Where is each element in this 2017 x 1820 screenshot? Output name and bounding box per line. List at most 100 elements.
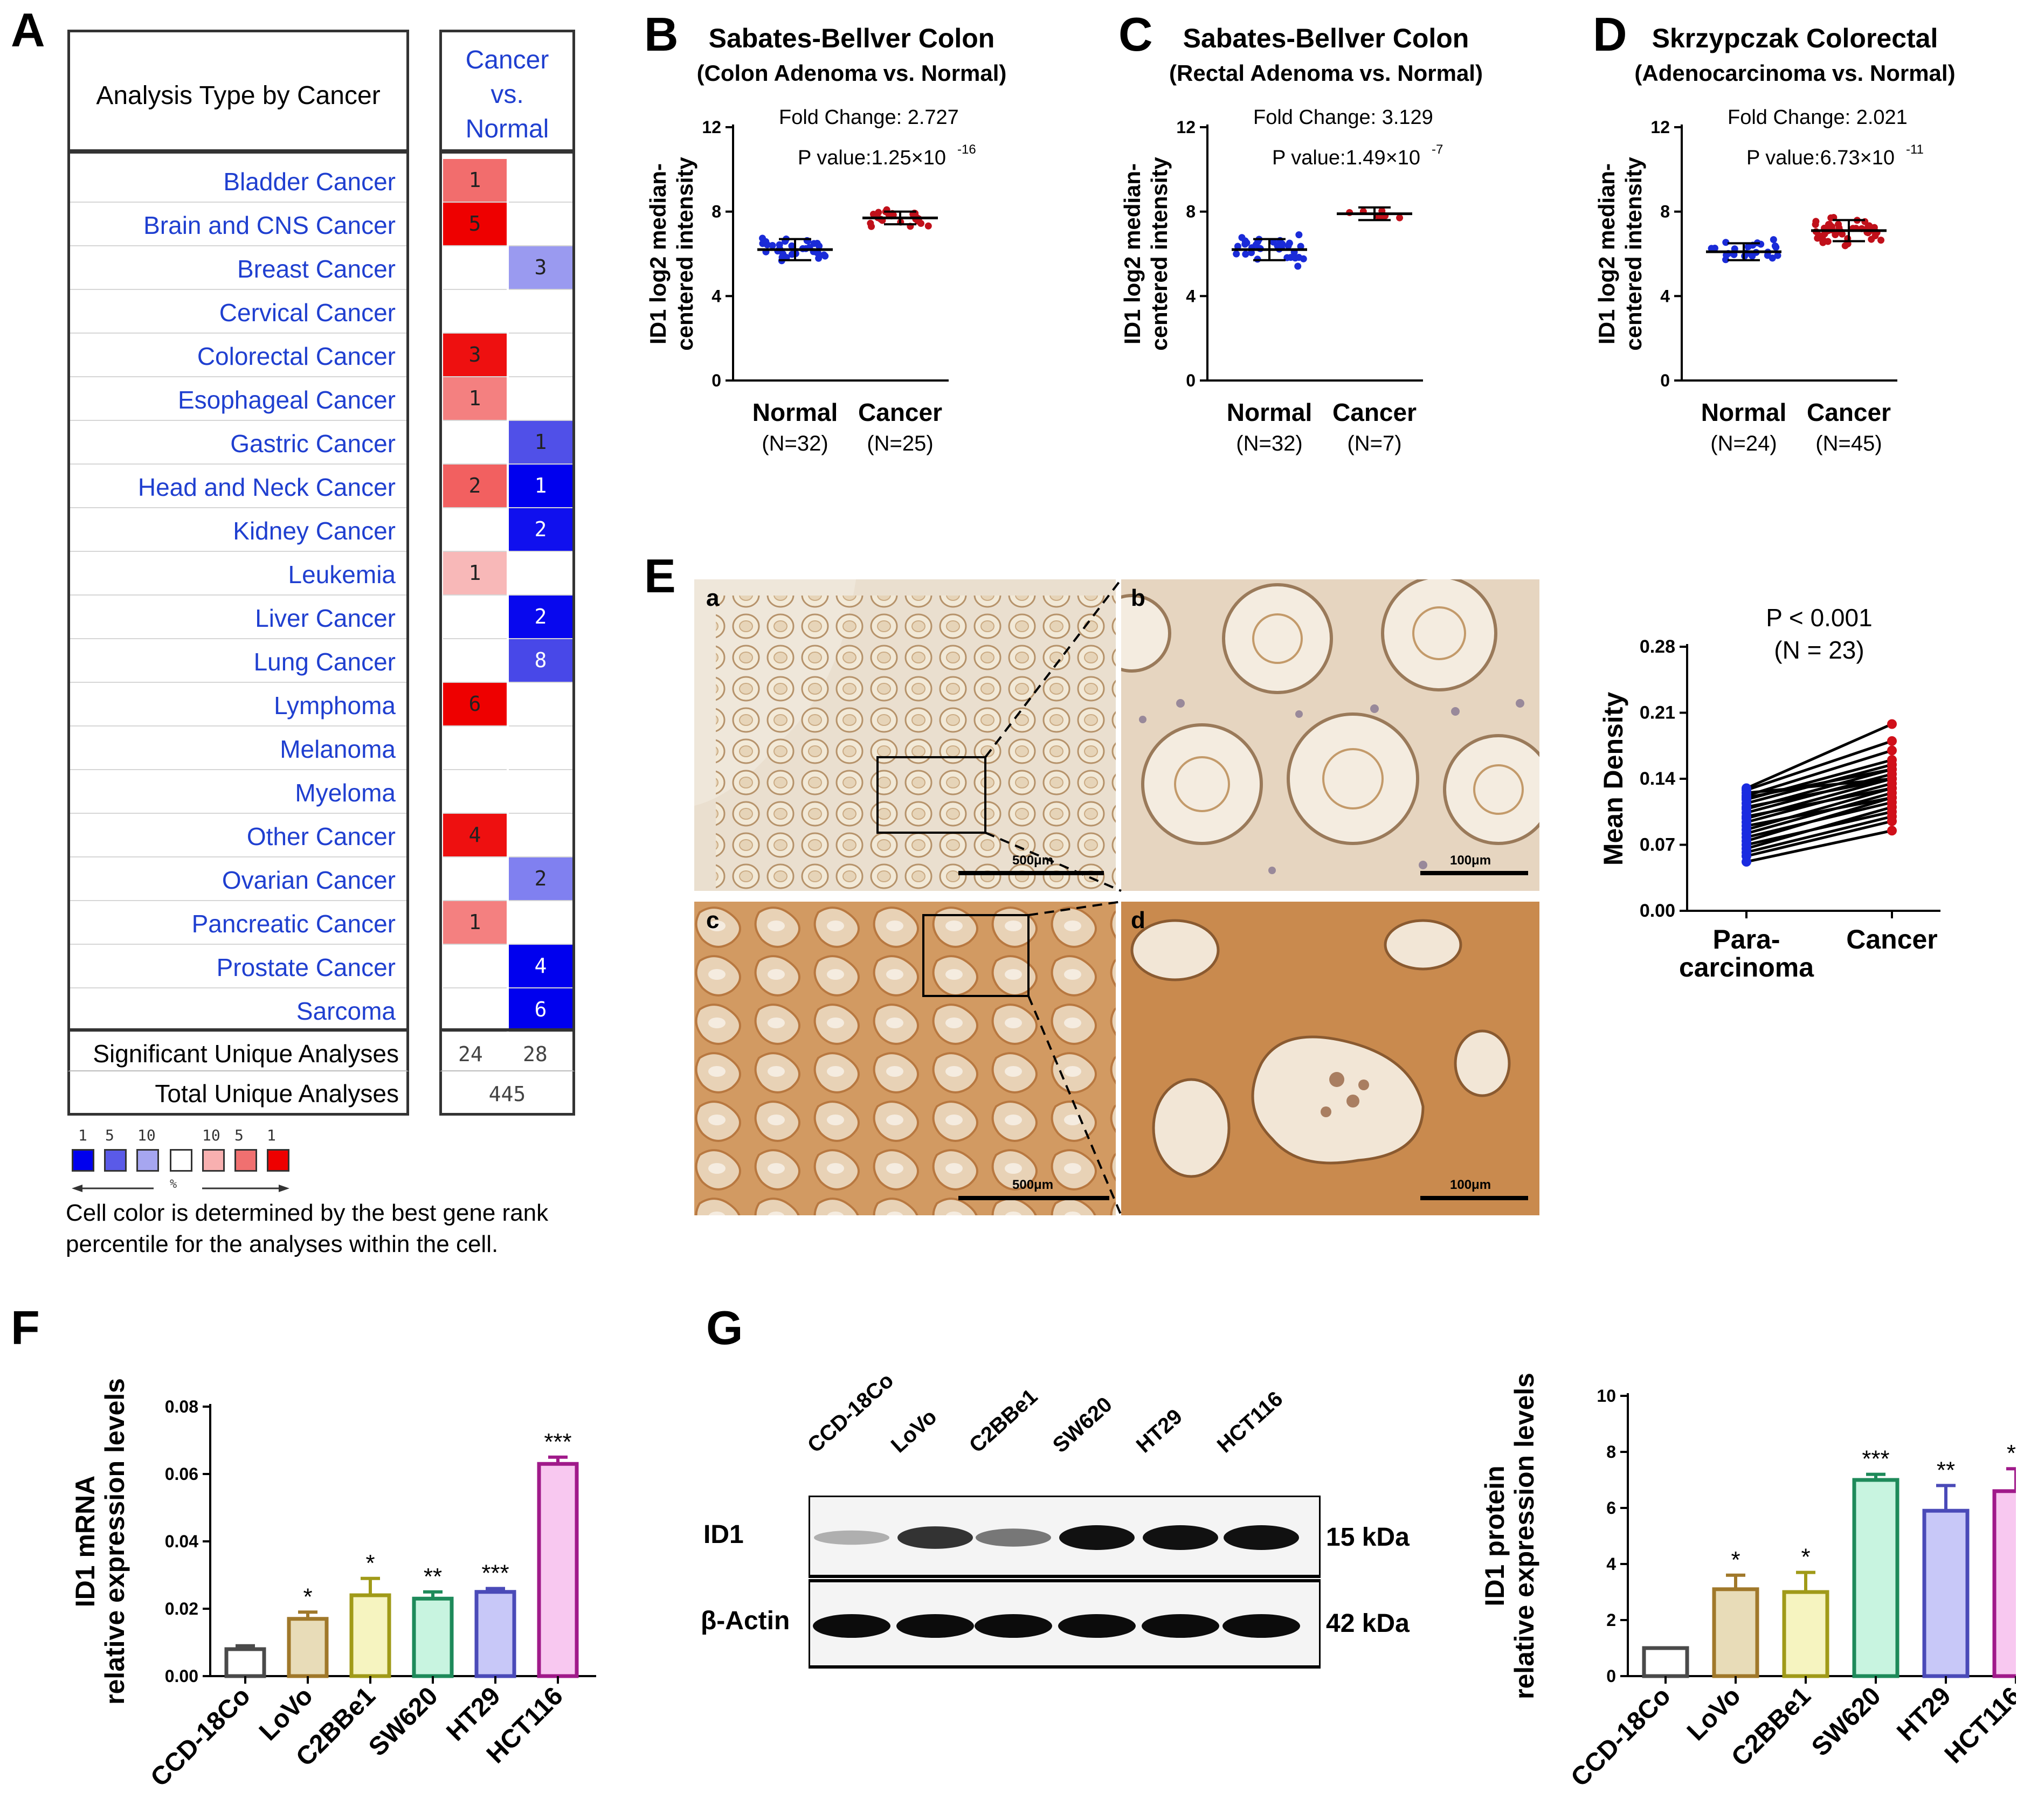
lane-label: CCD-18Co [803, 1368, 899, 1458]
bar [1922, 1508, 1970, 1678]
lane-label: HCT116 [1212, 1387, 1288, 1458]
data-point [1284, 242, 1292, 250]
y-tick-label: 0.21 [1640, 703, 1675, 723]
y-label-line1: ID1 log2 median- [1120, 163, 1145, 344]
cancer-row: Prostate Cancer [70, 945, 406, 988]
group-n: (N=32) [1236, 432, 1302, 455]
data-point [1295, 254, 1303, 261]
legend-swatch [267, 1149, 289, 1172]
cancer-row: Sarcoma [70, 988, 406, 1032]
y-tick-label: 8 [712, 202, 721, 222]
cancer-vs-normal-header: Cancer vs. Normal [439, 30, 575, 154]
y-tick-label: 10 [1597, 1386, 1616, 1406]
heatmap-cell-down [509, 290, 572, 334]
heatmap-cell-down [509, 770, 572, 814]
bar [1642, 1646, 1689, 1678]
significance-stars: *** [481, 1560, 509, 1587]
heatmap-cell-down: 1 [509, 465, 572, 508]
n-text: (N = 23) [1774, 636, 1864, 664]
tumor-tissue-pattern [694, 902, 1116, 1215]
x-label-para: Para- [1712, 924, 1780, 954]
cancer-name: Kidney Cancer [233, 517, 396, 545]
data-point [815, 254, 823, 262]
group-n: (N=7) [1347, 432, 1401, 455]
data-point [1722, 256, 1730, 264]
bar [1852, 1478, 1899, 1678]
heatmap-cell-up: 1 [443, 377, 507, 421]
data-point [769, 241, 776, 249]
lane-label: LoVo [886, 1404, 942, 1458]
data-point [1241, 240, 1249, 248]
pair-line [1746, 739, 1892, 792]
y-tick-label: 0.28 [1640, 636, 1675, 657]
chart-d: Skrzypczak Colorectal (Adenocarcinoma vs.… [1594, 23, 1956, 455]
ihc-label-b: b [1131, 585, 1145, 611]
pair-line [1746, 796, 1892, 827]
cancer-name: Liver Cancer [255, 604, 396, 632]
y-tick-label: 2 [1606, 1610, 1616, 1630]
data-point [1234, 243, 1241, 250]
heatmap-cell-up: 5 [443, 203, 507, 246]
cancer-name: Lymphoma [274, 691, 396, 719]
bar [287, 1617, 329, 1678]
data-point [1297, 243, 1304, 250]
chart-b: Sabates-Bellver Colon (Colon Adenoma vs. … [645, 23, 1006, 455]
y-tick-label: 0 [1606, 1666, 1616, 1686]
legend-swatch [170, 1149, 192, 1172]
fold-change-text: Fold Change: 2.727 [779, 106, 959, 129]
x-tick-label: CCD-18Co [145, 1681, 255, 1792]
chart-e-mean-density: Mean Density 0.00 0.07 0.14 0.21 0.28 P < 0.00… [1598, 604, 1940, 982]
cancer-point [1887, 764, 1897, 774]
analysis-type-label: Analysis Type by Cancer [96, 81, 381, 110]
pair-line [1746, 829, 1892, 863]
cancer-point [1887, 783, 1897, 793]
panel-label-g: G [706, 1301, 743, 1354]
heatmap-cell-up [443, 421, 507, 465]
sig-up-count: 24 [458, 1042, 483, 1066]
y-tick-label: 4 [1660, 286, 1670, 306]
data-point [924, 222, 932, 230]
data-point [788, 242, 796, 250]
id1-band [976, 1528, 1051, 1547]
group-label: Normal [1227, 398, 1312, 426]
fold-change-text: Fold Change: 3.129 [1253, 106, 1433, 129]
y-tick-label: 6 [1606, 1498, 1616, 1518]
ihc-label-d: d [1131, 907, 1145, 933]
x-label-carcinoma: carcinoma [1679, 952, 1814, 982]
cancer-name: Colorectal Cancer [197, 342, 396, 370]
group-label: Cancer [858, 398, 942, 426]
cancer-name: Brain and CNS Cancer [143, 211, 396, 239]
tumor-tissue-zoom [1121, 902, 1539, 1215]
y-tick-label: 0.00 [1640, 901, 1675, 921]
actin-band [813, 1614, 890, 1638]
bar [537, 1462, 579, 1678]
pair-line [1746, 815, 1892, 854]
ihc-image-b: b 100μm [1121, 579, 1539, 891]
legend-swatch [202, 1149, 225, 1172]
actin-band [1058, 1614, 1136, 1638]
cancer-point [1887, 793, 1897, 802]
header-cancer: Cancer [465, 46, 549, 74]
data-point [1812, 221, 1819, 229]
id1-band [1224, 1525, 1299, 1550]
cancer-name: Other Cancer [246, 822, 396, 850]
bar [349, 1593, 391, 1678]
caption-line-2: percentile for the analyses within the c… [66, 1231, 499, 1257]
panel-label-a: A [11, 3, 45, 57]
y-tick-label: 12 [1650, 117, 1670, 137]
significance-stars: * [1801, 1544, 1810, 1570]
heatmap-cell-down [509, 203, 572, 246]
p-value-text: P < 0.001 [1766, 604, 1872, 632]
total-count: 445 [488, 1082, 526, 1106]
heatmap-cell-up [443, 639, 507, 683]
oncomine-table: Analysis Type by Cancer Cancer vs. Norma… [0, 0, 631, 1293]
cancer-name: Sarcoma [296, 997, 396, 1025]
data-point [1814, 234, 1821, 242]
legend-number: 10 [137, 1126, 156, 1144]
y-tick-label: 0 [1186, 371, 1196, 390]
header-vs: vs. [491, 80, 524, 109]
group-n: (N=45) [1815, 432, 1882, 455]
chart-title: Sabates-Bellver Colon [1183, 23, 1469, 53]
chart-subtitle: (Adenocarcinoma vs. Normal) [1634, 60, 1955, 86]
cancer-row: Colorectal Cancer [70, 334, 406, 377]
